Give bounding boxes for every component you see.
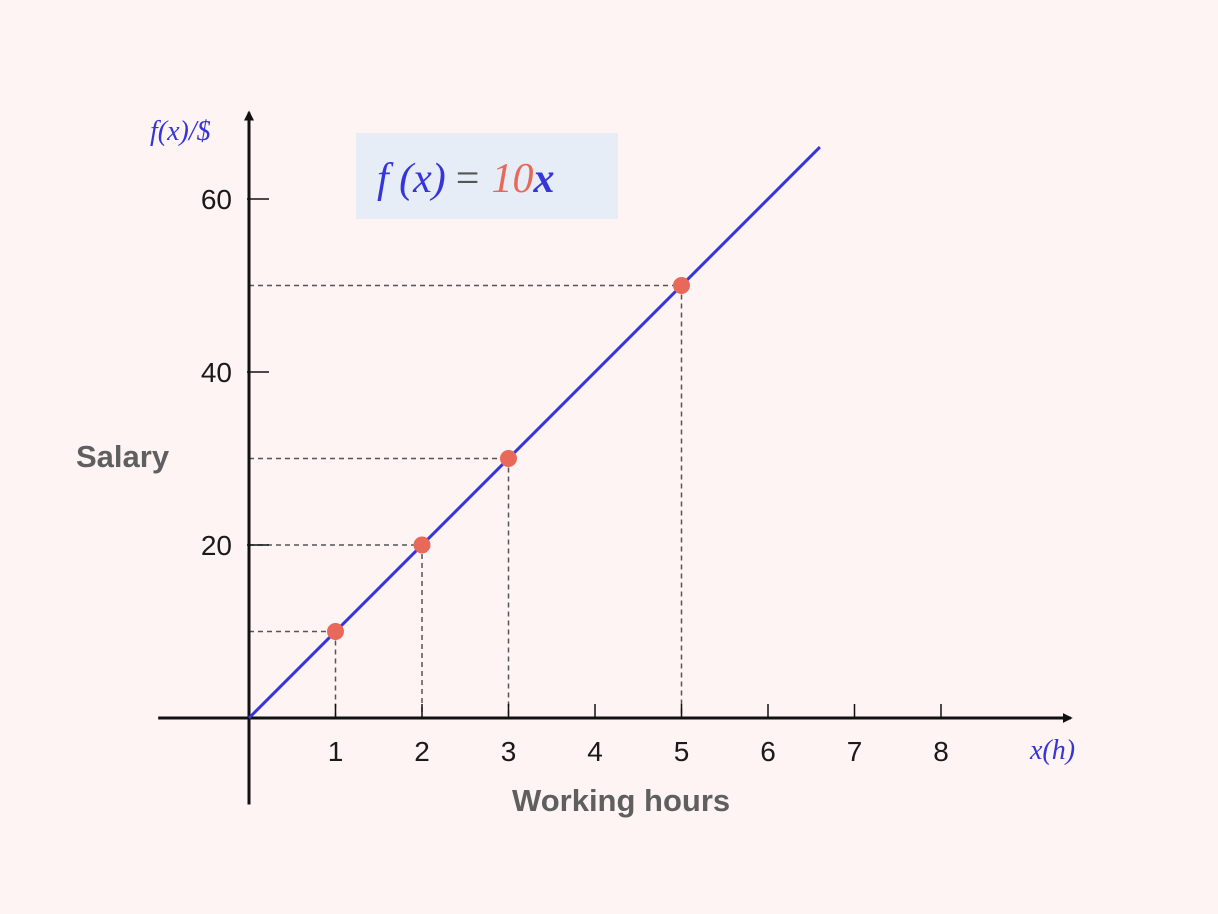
data-point — [500, 450, 517, 467]
x-tick-label: 6 — [760, 736, 776, 767]
y-unit-label: f(x)/$ — [150, 116, 211, 147]
equation-background — [356, 133, 618, 219]
y-tick-label: 20 — [201, 530, 232, 561]
x-tick-label: 2 — [414, 736, 430, 767]
equation-equals: = — [456, 156, 480, 202]
x-tick-label: 8 — [933, 736, 949, 767]
x-unit-label: x(h) — [1029, 735, 1075, 766]
y-tick-label: 40 — [201, 357, 232, 388]
equation-variable: x — [532, 156, 554, 202]
x-tick-label: 4 — [587, 736, 603, 767]
equation-text: f (x) = 10x — [377, 156, 554, 202]
series — [247, 146, 821, 720]
axes — [158, 110, 1073, 805]
data-point — [327, 623, 344, 640]
data-point — [413, 536, 431, 554]
y-tick-label: 60 — [201, 184, 232, 215]
y-axis-title: Salary — [76, 439, 170, 474]
data-point — [673, 277, 690, 294]
series-line — [247, 146, 821, 720]
ticks: 1 2 3 4 5 6 7 8 20 40 60 — [201, 184, 949, 767]
equation-box: f (x) = 10x — [356, 133, 618, 219]
x-axis-title: Working hours — [512, 783, 730, 818]
x-tick-label: 5 — [674, 736, 690, 767]
equation-lhs: f (x) — [377, 156, 446, 202]
equation-coefficient: 10 — [491, 156, 533, 202]
x-tick-label: 3 — [501, 736, 517, 767]
x-tick-label: 1 — [328, 736, 344, 767]
guide-lines — [249, 284, 683, 718]
x-tick-label: 7 — [847, 736, 863, 767]
